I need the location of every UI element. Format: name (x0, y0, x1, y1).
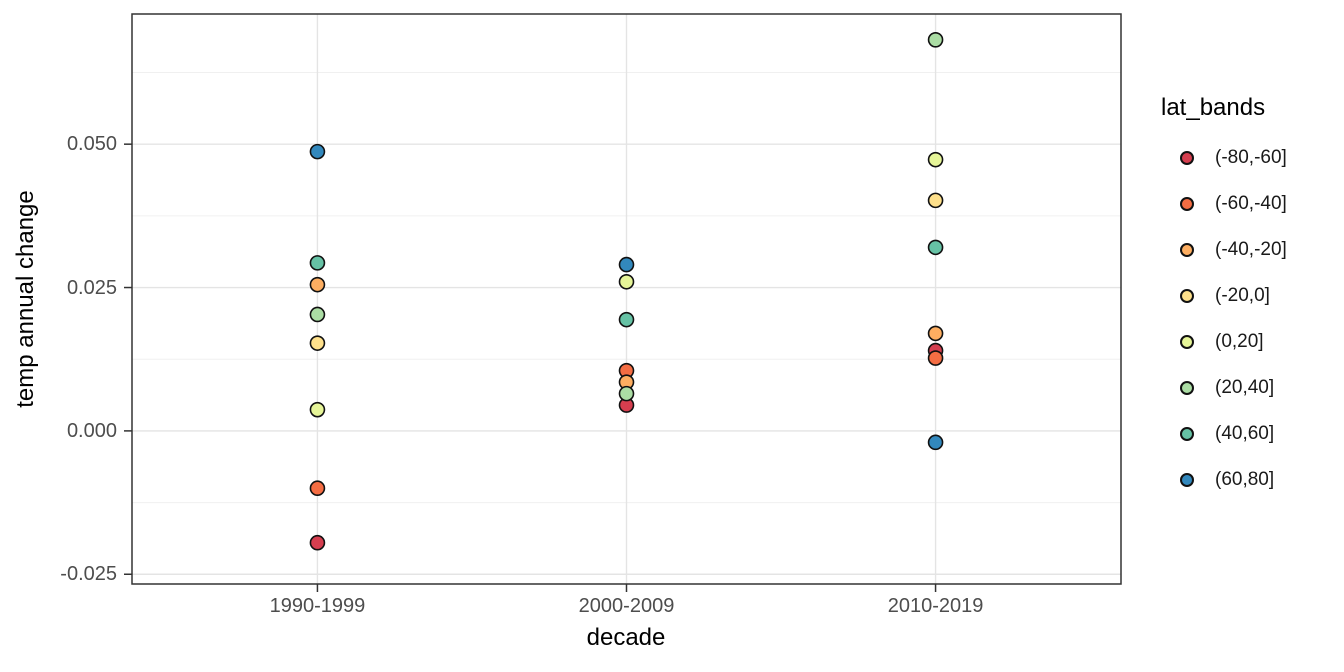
legend-entry: (-80,-60] (1161, 135, 1341, 181)
data-point (309, 335, 326, 351)
y-tick-label: 0.000 (66, 419, 117, 442)
y-tick-label: 0.050 (66, 133, 117, 156)
legend-key-icon (1180, 151, 1194, 165)
data-point (927, 325, 944, 342)
legend-label: (60,80] (1215, 469, 1275, 490)
data-point (618, 311, 635, 328)
legend-label: (-20,0] (1215, 285, 1270, 306)
data-point (309, 306, 326, 323)
legend-entry: (60,80] (1161, 457, 1341, 503)
x-tick-label: 2010-2019 (887, 595, 984, 617)
legend-key-icon (1180, 289, 1194, 303)
x-tick-label: 2000-2009 (578, 595, 675, 617)
y-tick-label: 0.025 (66, 276, 117, 299)
data-point (309, 480, 326, 497)
legend: lat_bands (-80,-60] (-60,-40] (-40,-20] (-2… (1161, 93, 1341, 503)
legend-label: (0,20] (1215, 331, 1264, 352)
x-tick-label: 1990-1999 (269, 595, 366, 617)
y-tick-label: -0.025 (60, 563, 117, 586)
legend-key-icon (1180, 197, 1194, 211)
data-point (927, 350, 944, 366)
legend-entry: (-60,-40] (1161, 181, 1341, 227)
legend-key-icon (1180, 381, 1194, 395)
data-point (309, 401, 326, 418)
legend-title: lat_bands (1161, 94, 1266, 121)
data-point (927, 192, 944, 209)
data-point (618, 273, 635, 290)
data-point (309, 276, 326, 293)
legend-entries: (-80,-60] (-60,-40] (-40,-20] (-20,0] (0,20]… (1161, 135, 1341, 503)
data-point (618, 256, 635, 273)
legend-key-icon (1180, 243, 1194, 257)
data-point (309, 255, 326, 271)
data-point (309, 143, 326, 160)
legend-entry: (20,40] (1161, 365, 1341, 411)
x-axis-title: decade (586, 624, 666, 651)
legend-key-icon (1180, 473, 1194, 487)
legend-label: (-60,-40] (1215, 193, 1287, 214)
data-point (927, 151, 944, 168)
data-point (618, 385, 635, 402)
legend-entry: (-40,-20] (1161, 227, 1341, 273)
data-point (927, 239, 944, 256)
legend-label: (-40,-20] (1215, 239, 1287, 260)
legend-label: (-80,-60] (1215, 147, 1287, 168)
legend-entry: (40,60] (1161, 411, 1341, 457)
data-point (927, 32, 944, 48)
legend-entry: (0,20] (1161, 319, 1341, 365)
data-point (927, 434, 944, 451)
data-point (309, 534, 326, 551)
legend-key-icon (1180, 335, 1194, 349)
legend-entry: (-20,0] (1161, 273, 1341, 319)
legend-label: (20,40] (1215, 377, 1275, 398)
y-axis-title: temp annual change (12, 190, 39, 408)
legend-key-icon (1180, 427, 1194, 441)
legend-label: (40,60] (1215, 423, 1275, 444)
